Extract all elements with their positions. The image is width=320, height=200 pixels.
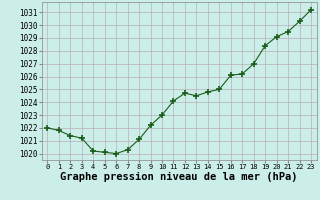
X-axis label: Graphe pression niveau de la mer (hPa): Graphe pression niveau de la mer (hPa): [60, 172, 298, 182]
